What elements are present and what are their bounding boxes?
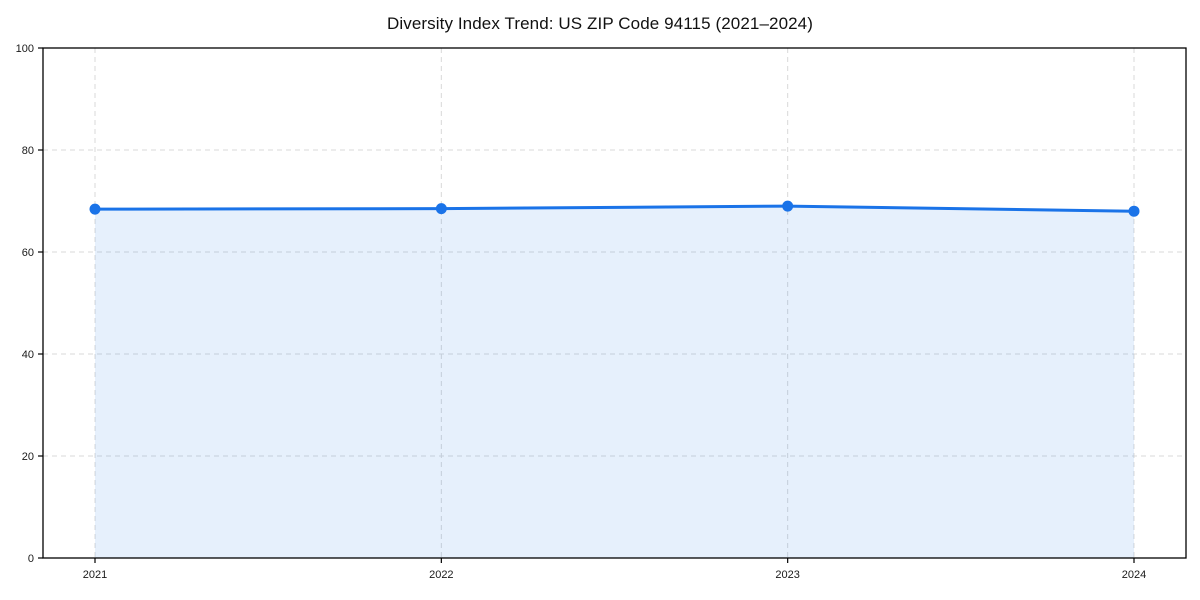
- data-point-2024: [1128, 205, 1140, 217]
- x-tick-label: 2022: [429, 569, 453, 581]
- y-tick-label: 20: [22, 451, 34, 463]
- y-tick-label: 40: [22, 349, 34, 361]
- data-point-2023: [782, 200, 794, 212]
- y-tick-label: 100: [16, 43, 34, 55]
- y-tick-label: 80: [22, 145, 34, 157]
- x-tick-label: 2024: [1122, 569, 1146, 581]
- plot-border: [42, 47, 1187, 559]
- y-tick-label: 0: [28, 553, 34, 565]
- chart-title: Diversity Index Trend: US ZIP Code 94115…: [386, 14, 814, 33]
- x-tick-label: 2021: [83, 569, 107, 581]
- data-point-2021: [89, 203, 101, 215]
- x-tick-label: 2023: [775, 569, 799, 581]
- y-tick-label: 60: [22, 247, 34, 259]
- data-point-2022: [435, 203, 447, 215]
- trend-area: [95, 206, 1134, 558]
- trend-line: [93, 204, 1136, 213]
